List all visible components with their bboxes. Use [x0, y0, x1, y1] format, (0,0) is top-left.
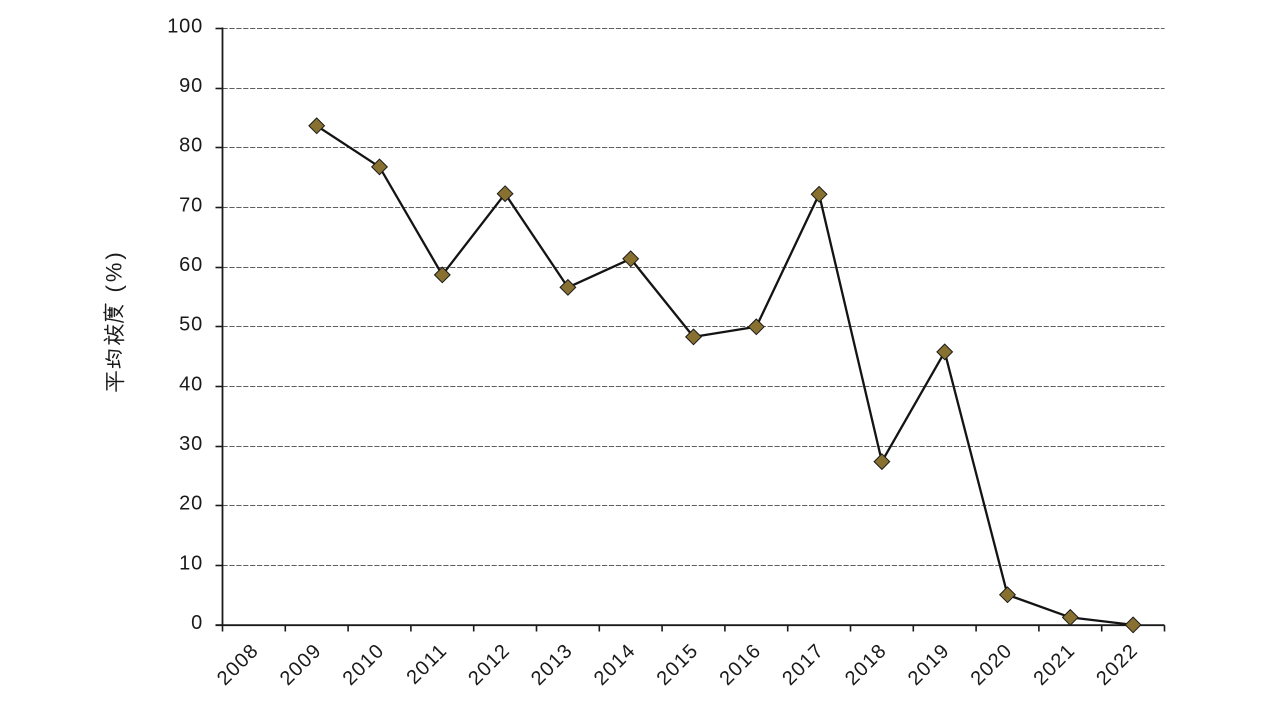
svg-text:100: 100: [167, 15, 203, 37]
svg-text:60: 60: [179, 254, 203, 276]
svg-text:90: 90: [179, 75, 203, 97]
svg-text:70: 70: [179, 194, 203, 216]
svg-text:(%): (%): [102, 249, 127, 292]
svg-text:30: 30: [179, 433, 203, 455]
svg-text:10: 10: [179, 552, 203, 574]
svg-text:50: 50: [179, 314, 203, 336]
svg-text:80: 80: [179, 135, 203, 157]
svg-text:20: 20: [179, 493, 203, 515]
svg-text:0: 0: [191, 612, 203, 634]
svg-text:40: 40: [179, 373, 203, 395]
